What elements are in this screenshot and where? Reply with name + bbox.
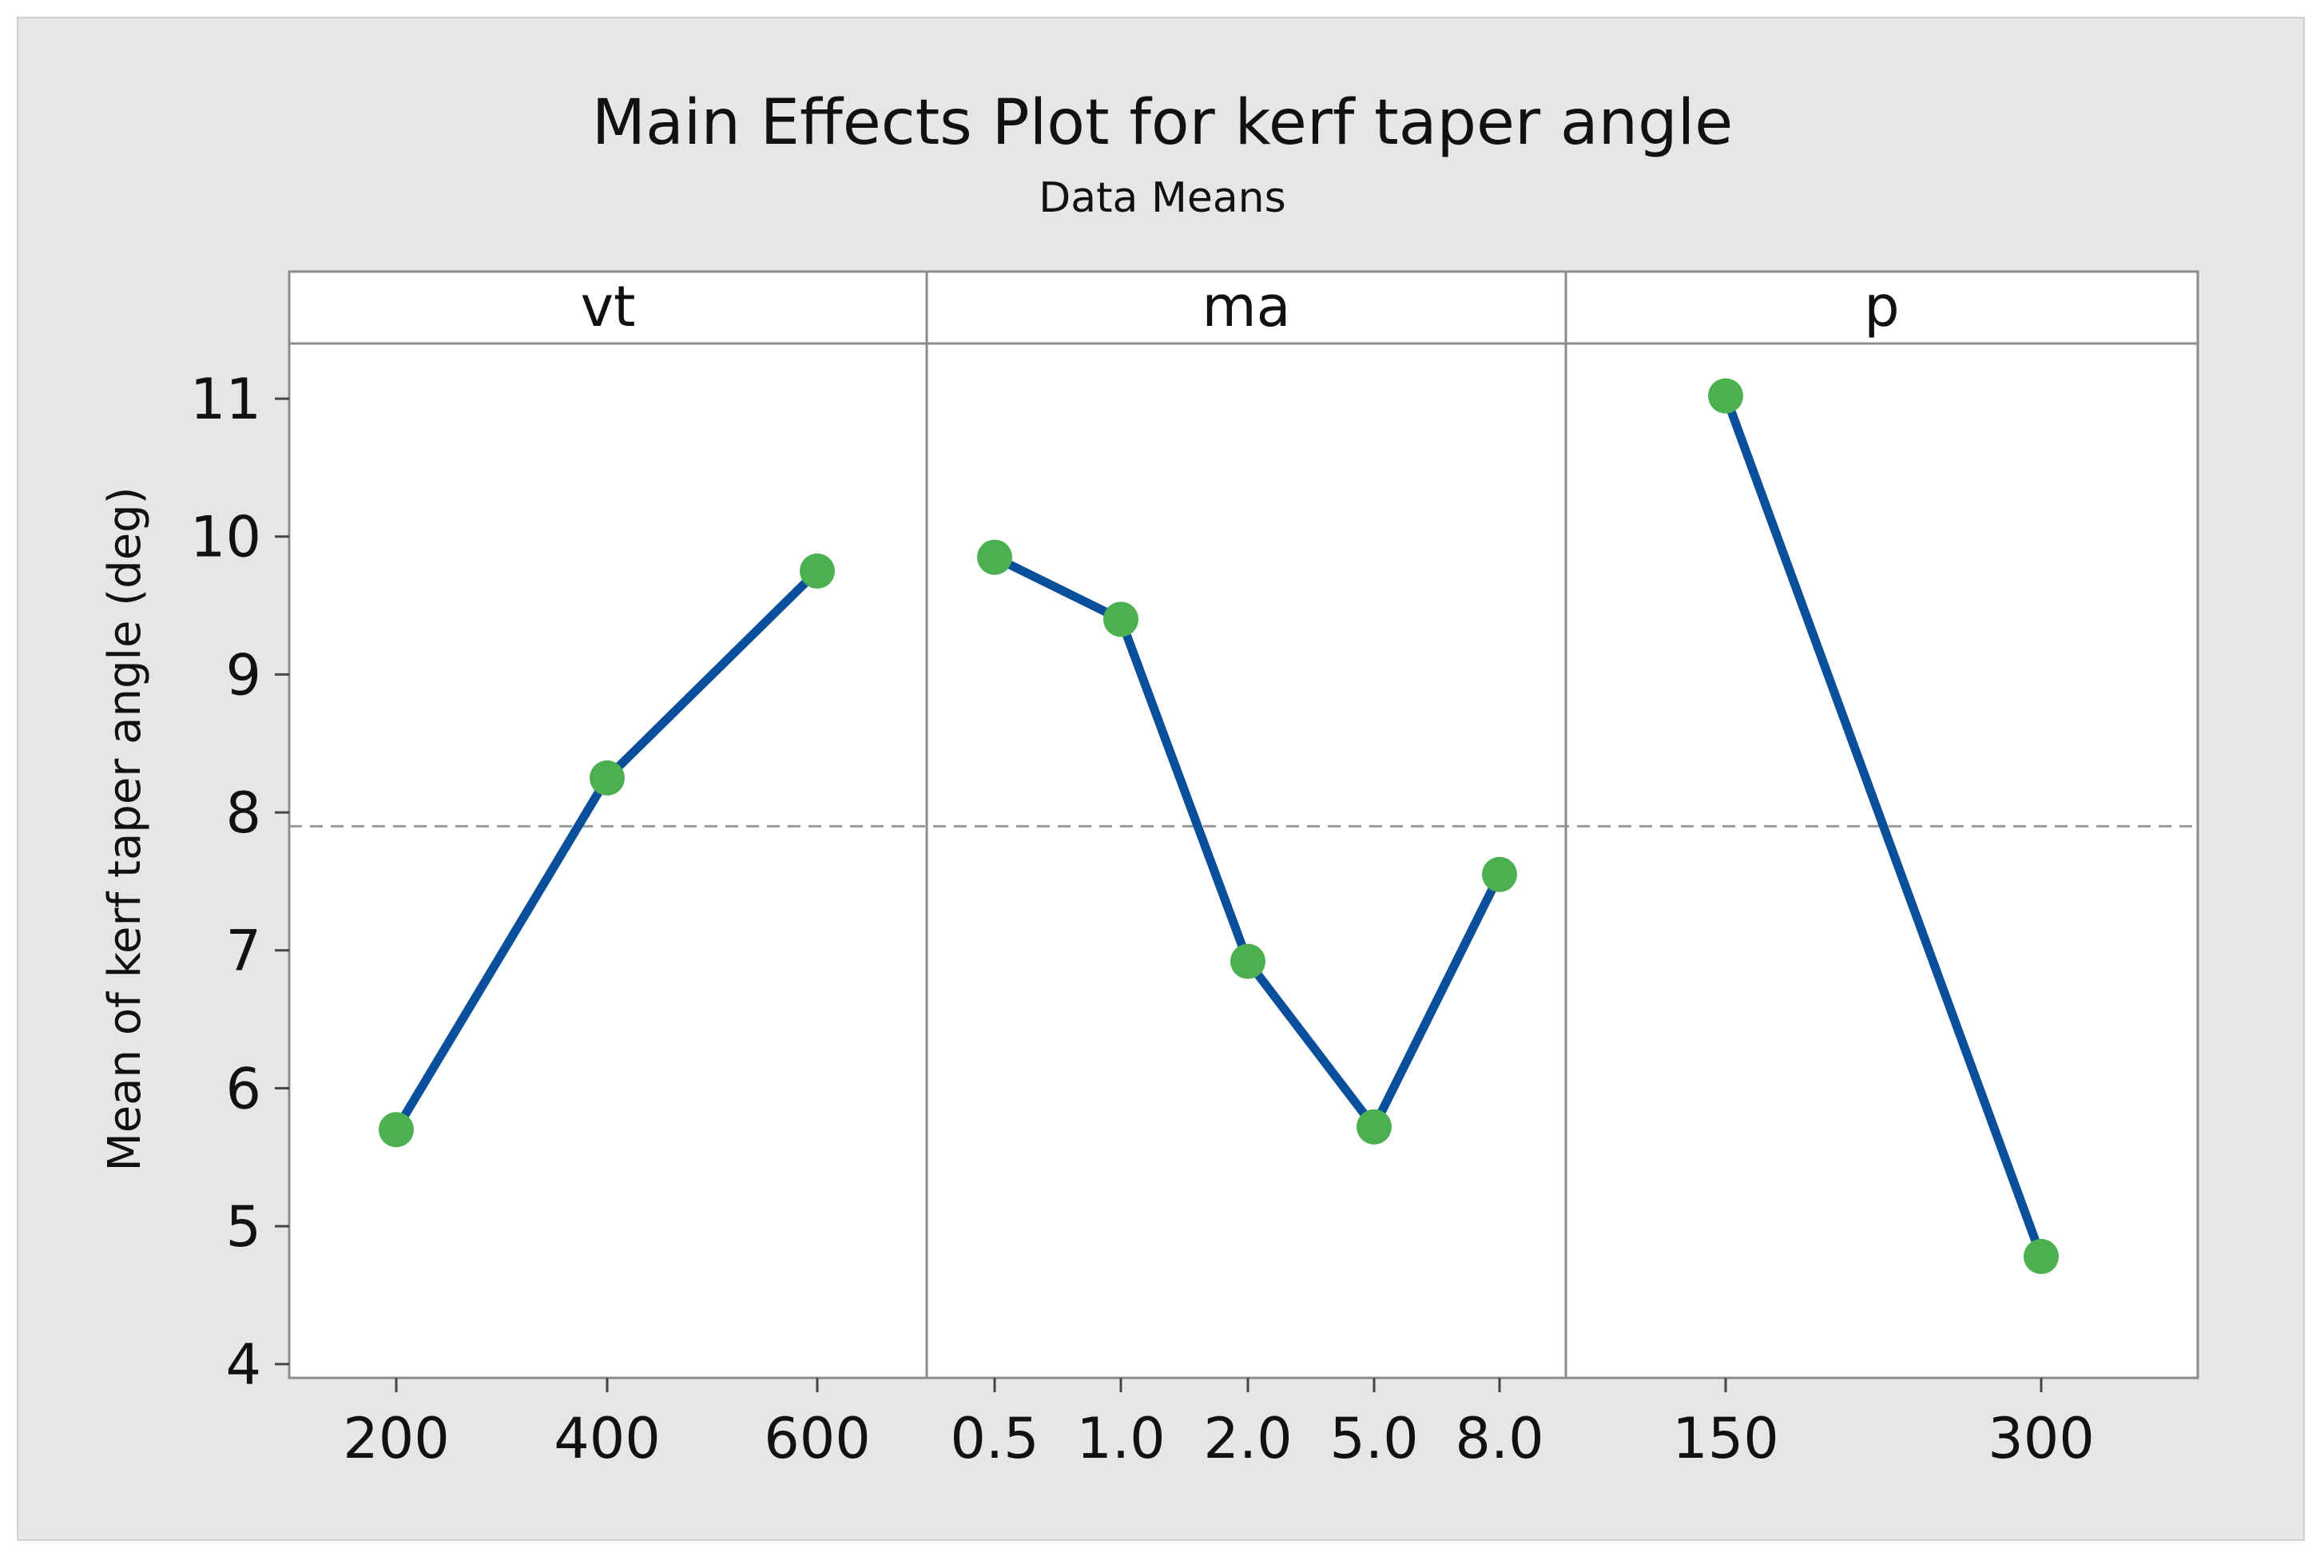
x-tick-label-p: 300	[1988, 1406, 2095, 1471]
panel-label-vt: vt	[581, 274, 636, 339]
y-tick-label: 8	[225, 780, 261, 846]
x-tick-label-p: 150	[1672, 1406, 1779, 1471]
x-tick-label-ma: 8.0	[1455, 1406, 1543, 1471]
data-point-vt	[800, 553, 835, 589]
y-tick-label: 4	[225, 1332, 261, 1398]
x-tick-label-vt: 400	[554, 1406, 661, 1471]
y-axis-label: Mean of kerf taper angle (deg)	[99, 486, 151, 1171]
data-point-ma	[977, 539, 1012, 575]
panel-label-ma: ma	[1202, 274, 1290, 339]
data-point-ma	[1482, 856, 1517, 892]
y-tick-label: 6	[225, 1056, 261, 1121]
data-point-ma	[1230, 943, 1265, 979]
y-tick-label: 7	[225, 919, 261, 984]
data-point-ma	[1357, 1109, 1392, 1145]
panel-label-p: p	[1864, 274, 1899, 339]
x-tick-label-ma: 5.0	[1329, 1406, 1418, 1471]
y-tick-label: 5	[225, 1194, 261, 1260]
data-point-vt	[590, 760, 625, 796]
chart-title: Main Effects Plot for kerf taper angle	[592, 87, 1734, 159]
data-point-ma	[1103, 601, 1138, 637]
x-tick-label-ma: 2.0	[1203, 1406, 1292, 1471]
x-tick-label-vt: 200	[343, 1406, 450, 1471]
data-point-p	[2024, 1239, 2059, 1275]
x-tick-label-ma: 0.5	[950, 1406, 1039, 1471]
y-tick-label: 10	[190, 505, 261, 570]
data-point-vt	[379, 1112, 414, 1148]
chart-subtitle: Data Means	[1039, 174, 1285, 222]
y-tick-label: 11	[190, 367, 261, 432]
effect-line-p	[1721, 391, 2046, 1261]
x-tick-label-ma: 1.0	[1076, 1406, 1165, 1471]
y-tick-label: 9	[225, 642, 261, 708]
data-point-p	[1708, 378, 1743, 414]
x-tick-label-vt: 600	[764, 1406, 871, 1471]
